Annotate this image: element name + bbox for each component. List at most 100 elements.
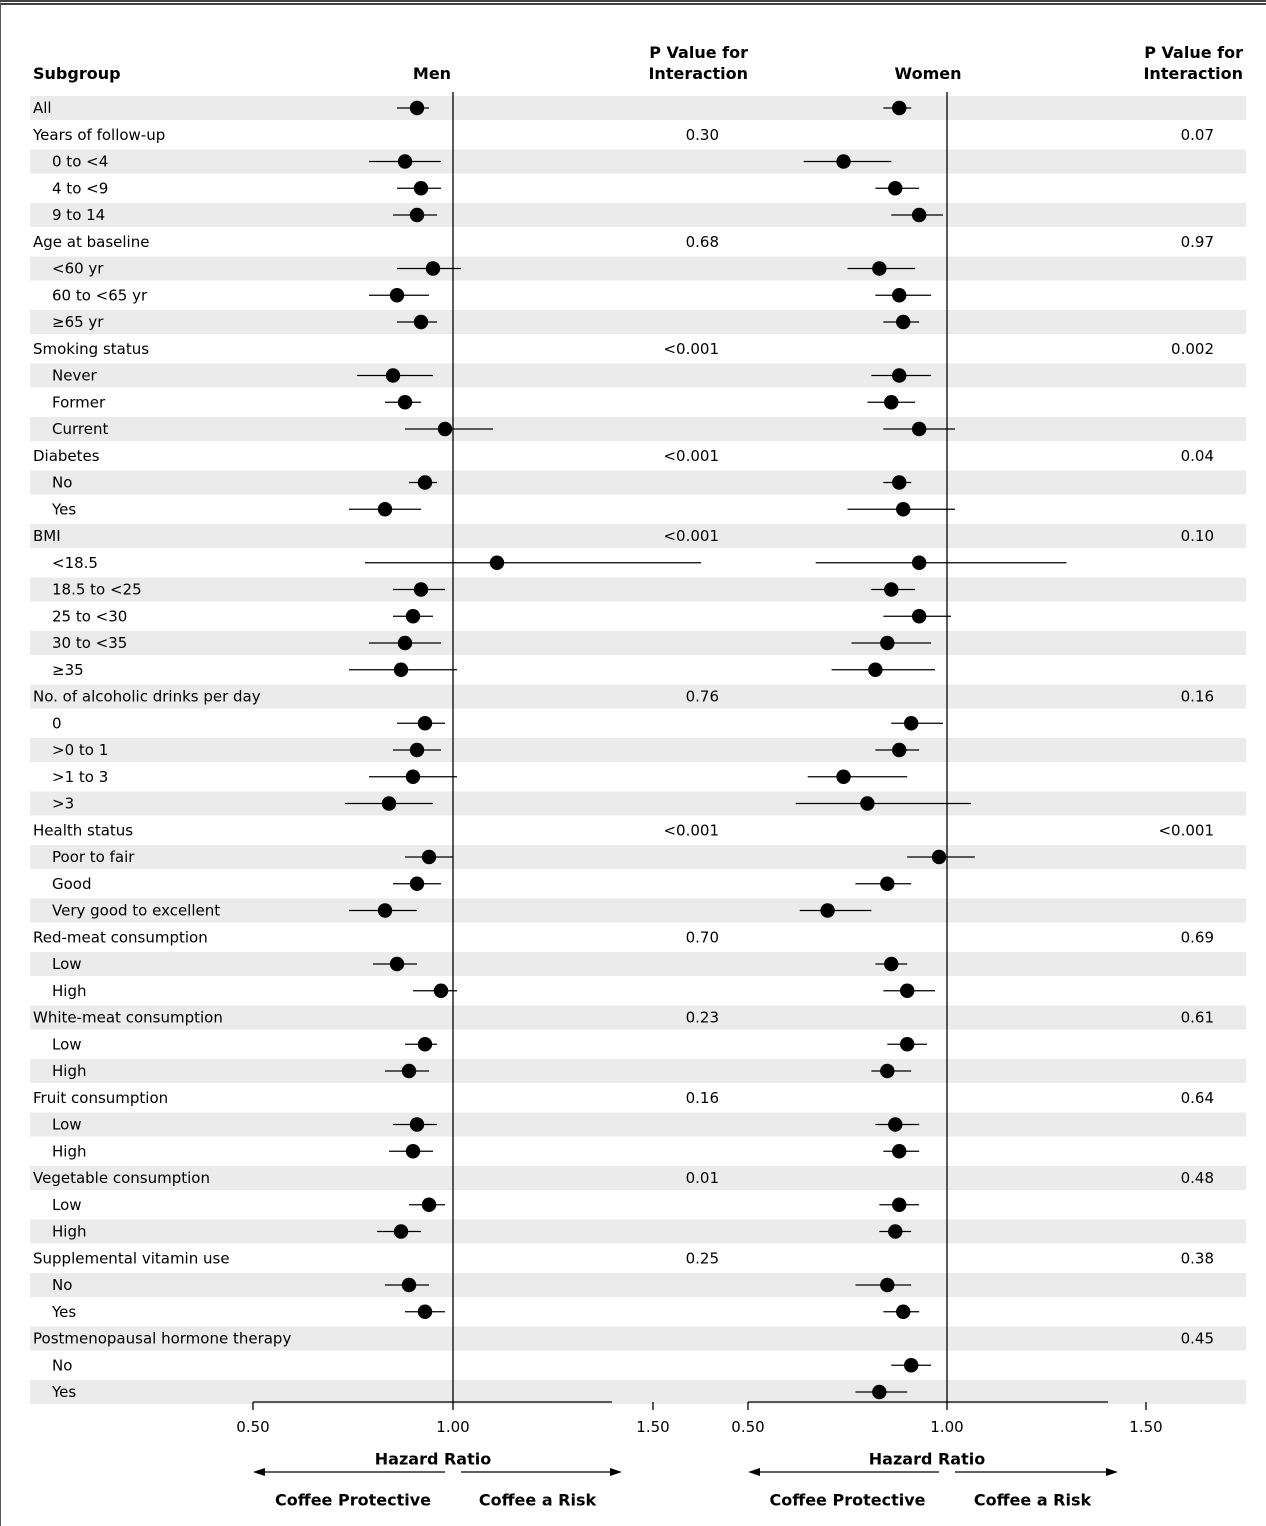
row-stripe [30, 1059, 1246, 1083]
row-stripe [30, 1380, 1246, 1404]
row-label: Never [52, 367, 98, 385]
men-point [381, 796, 397, 811]
row-stripe [30, 791, 1246, 816]
row-stripe [30, 1273, 1246, 1297]
men-point [413, 181, 429, 196]
row-label: 0 to <4 [52, 153, 108, 171]
row-label: Poor to fair [52, 848, 135, 866]
p-value-women: 0.38 [1181, 1249, 1214, 1267]
men-point [389, 956, 405, 972]
row-label: ≥65 yr [52, 313, 104, 331]
women-point [888, 181, 903, 196]
men-point [413, 582, 429, 597]
p-value-men: <0.001 [663, 447, 719, 465]
women-point [892, 1144, 907, 1159]
row-stripe [30, 417, 1246, 441]
row-stripe [30, 470, 1246, 495]
row-label: Smoking status [33, 340, 149, 358]
p-value-women: 0.69 [1181, 928, 1214, 946]
p-value-women: 0.16 [1181, 688, 1214, 706]
women-point [884, 395, 899, 410]
men-point [409, 100, 425, 116]
row-label: Years of follow-up [32, 126, 165, 144]
row-label: Low [52, 1116, 82, 1134]
p-value-men: <0.001 [663, 821, 719, 839]
men-point [417, 716, 433, 731]
men-tick-label: 0.50 [236, 1418, 269, 1436]
men-panel-title: Men [412, 64, 452, 83]
women-point [900, 983, 915, 998]
women-point [903, 716, 919, 731]
women-point [892, 475, 907, 490]
row-label: No. of alcoholic drinks per day [33, 688, 261, 706]
men-point [377, 502, 393, 517]
p-value-women: 0.002 [1171, 340, 1214, 358]
men-point [409, 876, 425, 891]
row-label: Health status [33, 821, 133, 839]
men-point [409, 1117, 425, 1132]
row-label: No [52, 474, 72, 492]
women-point [868, 662, 883, 677]
row-stripe [30, 952, 1246, 976]
women-point [931, 849, 947, 865]
row-stripe [30, 1166, 1246, 1190]
row-label: Diabetes [33, 447, 100, 465]
women-point [888, 1224, 903, 1239]
row-label: Red-meat consumption [33, 928, 208, 946]
row-label: <18.5 [52, 554, 98, 572]
men-point [433, 983, 449, 998]
women-point [880, 635, 895, 651]
p-value-women: 0.04 [1181, 447, 1214, 465]
women-point [880, 1277, 895, 1293]
women-point [892, 288, 907, 303]
women-point [892, 368, 907, 383]
row-label: Low [52, 1035, 82, 1053]
p-value-men: 0.25 [686, 1249, 719, 1267]
p-value-women: 0.97 [1181, 233, 1214, 251]
men-point [393, 662, 409, 677]
p-value-men: 0.01 [686, 1169, 719, 1187]
row-stripe [30, 898, 1246, 923]
women-tick-label: 0.50 [731, 1418, 764, 1436]
men-point [417, 1304, 433, 1319]
p-value-men: 0.30 [686, 126, 719, 144]
men-point [401, 1063, 417, 1079]
row-label: >1 to 3 [52, 768, 108, 786]
women-tick-label: 1.00 [930, 1418, 963, 1436]
row-stripe [30, 845, 1246, 869]
men-risk-arrowhead [610, 1468, 622, 1476]
row-stripe [30, 1219, 1246, 1244]
row-label: Yes [51, 500, 76, 518]
women-p-header-line2: Interaction [1143, 64, 1243, 83]
men-protective-label: Coffee Protective [275, 1491, 431, 1510]
p-value-women: 0.10 [1181, 527, 1214, 545]
row-label: 18.5 to <25 [52, 581, 142, 599]
p-value-men: 0.16 [686, 1089, 719, 1107]
women-point [880, 876, 895, 891]
men-x-axis-title: Hazard Ratio [375, 1450, 491, 1469]
men-point [409, 207, 425, 223]
women-point [872, 261, 887, 276]
row-stripe [30, 577, 1246, 602]
men-point [393, 1224, 409, 1239]
women-point [911, 609, 927, 624]
men-point [405, 1144, 421, 1159]
men-point [405, 769, 421, 784]
men-p-header-line1: P Value for [649, 43, 748, 62]
men-protective-arrowhead [253, 1468, 265, 1476]
p-value-women: 0.48 [1181, 1169, 1214, 1187]
row-label: Yes [51, 1383, 76, 1401]
women-point [884, 582, 899, 597]
row-label: Postmenopausal hormone therapy [33, 1330, 291, 1348]
p-value-men: 0.76 [686, 688, 719, 706]
p-value-women: <0.001 [1158, 821, 1214, 839]
men-tick-label: 1.00 [436, 1418, 469, 1436]
row-stripe [30, 203, 1246, 227]
row-label: 60 to <65 yr [52, 286, 148, 304]
row-label: Yes [51, 1303, 76, 1321]
row-label: Low [52, 955, 82, 973]
row-stripe [30, 524, 1246, 548]
row-label: >3 [52, 795, 74, 813]
row-stripe [30, 310, 1246, 334]
